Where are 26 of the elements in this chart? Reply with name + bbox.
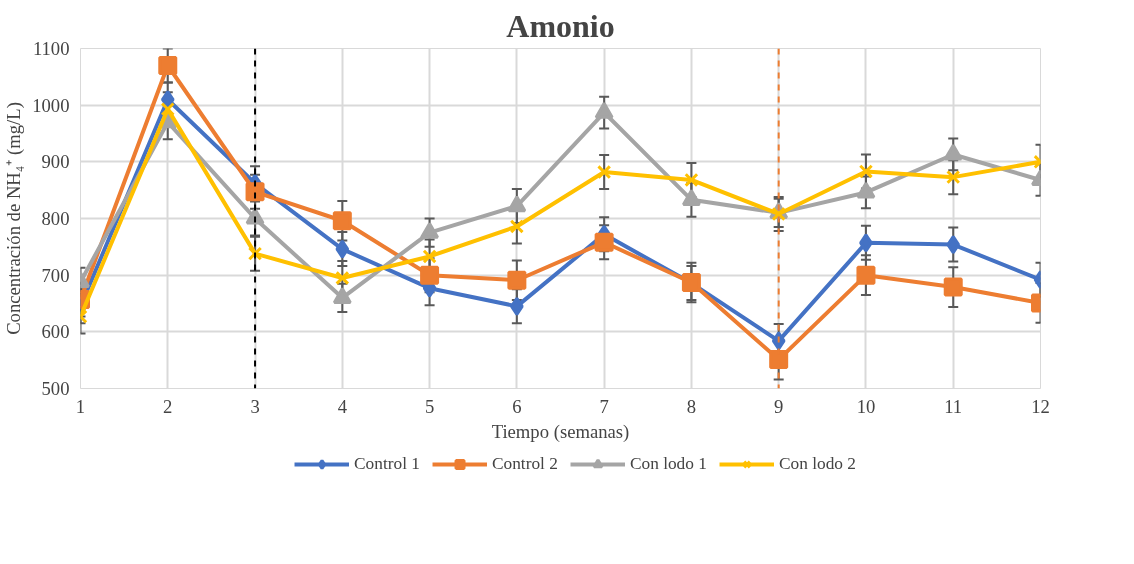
x-tick-label: 7: [599, 395, 609, 417]
legend-label: Control 2: [491, 454, 558, 474]
x-tick-label: 11: [944, 395, 963, 417]
chart-title: Amonio: [506, 7, 615, 44]
legend-label: Control 1: [354, 454, 420, 474]
y-tick-label: 1000: [32, 94, 70, 116]
y-tick-label: 800: [41, 208, 70, 229]
y-tick-label: 900: [41, 151, 70, 173]
y-axis-title: Concentración de NH₄⁺ (mg/L): [3, 102, 26, 335]
x-tick-label: 12: [1031, 395, 1050, 417]
x-tick-label: 8: [686, 395, 697, 417]
x-tick-label: 10: [856, 395, 876, 417]
y-tick-label: 600: [41, 321, 70, 343]
legend-label: Con lodo 2: [778, 454, 856, 474]
x-tick-label: 2: [163, 395, 173, 417]
x-axis-title: Tiempo (semanas): [491, 420, 630, 443]
y-tick-label: 700: [41, 264, 70, 286]
x-tick-label: 3: [250, 395, 260, 417]
x-tick-label: 9: [774, 395, 784, 417]
y-tick-label: 1100: [32, 38, 70, 59]
x-tick-label: 1: [75, 395, 86, 417]
y-tick-label: 500: [41, 378, 70, 399]
x-tick-label: 6: [512, 395, 522, 417]
x-tick-label: 5: [424, 395, 435, 417]
legend-label: Con lodo 1: [629, 454, 707, 474]
x-tick-label: 4: [337, 395, 348, 417]
